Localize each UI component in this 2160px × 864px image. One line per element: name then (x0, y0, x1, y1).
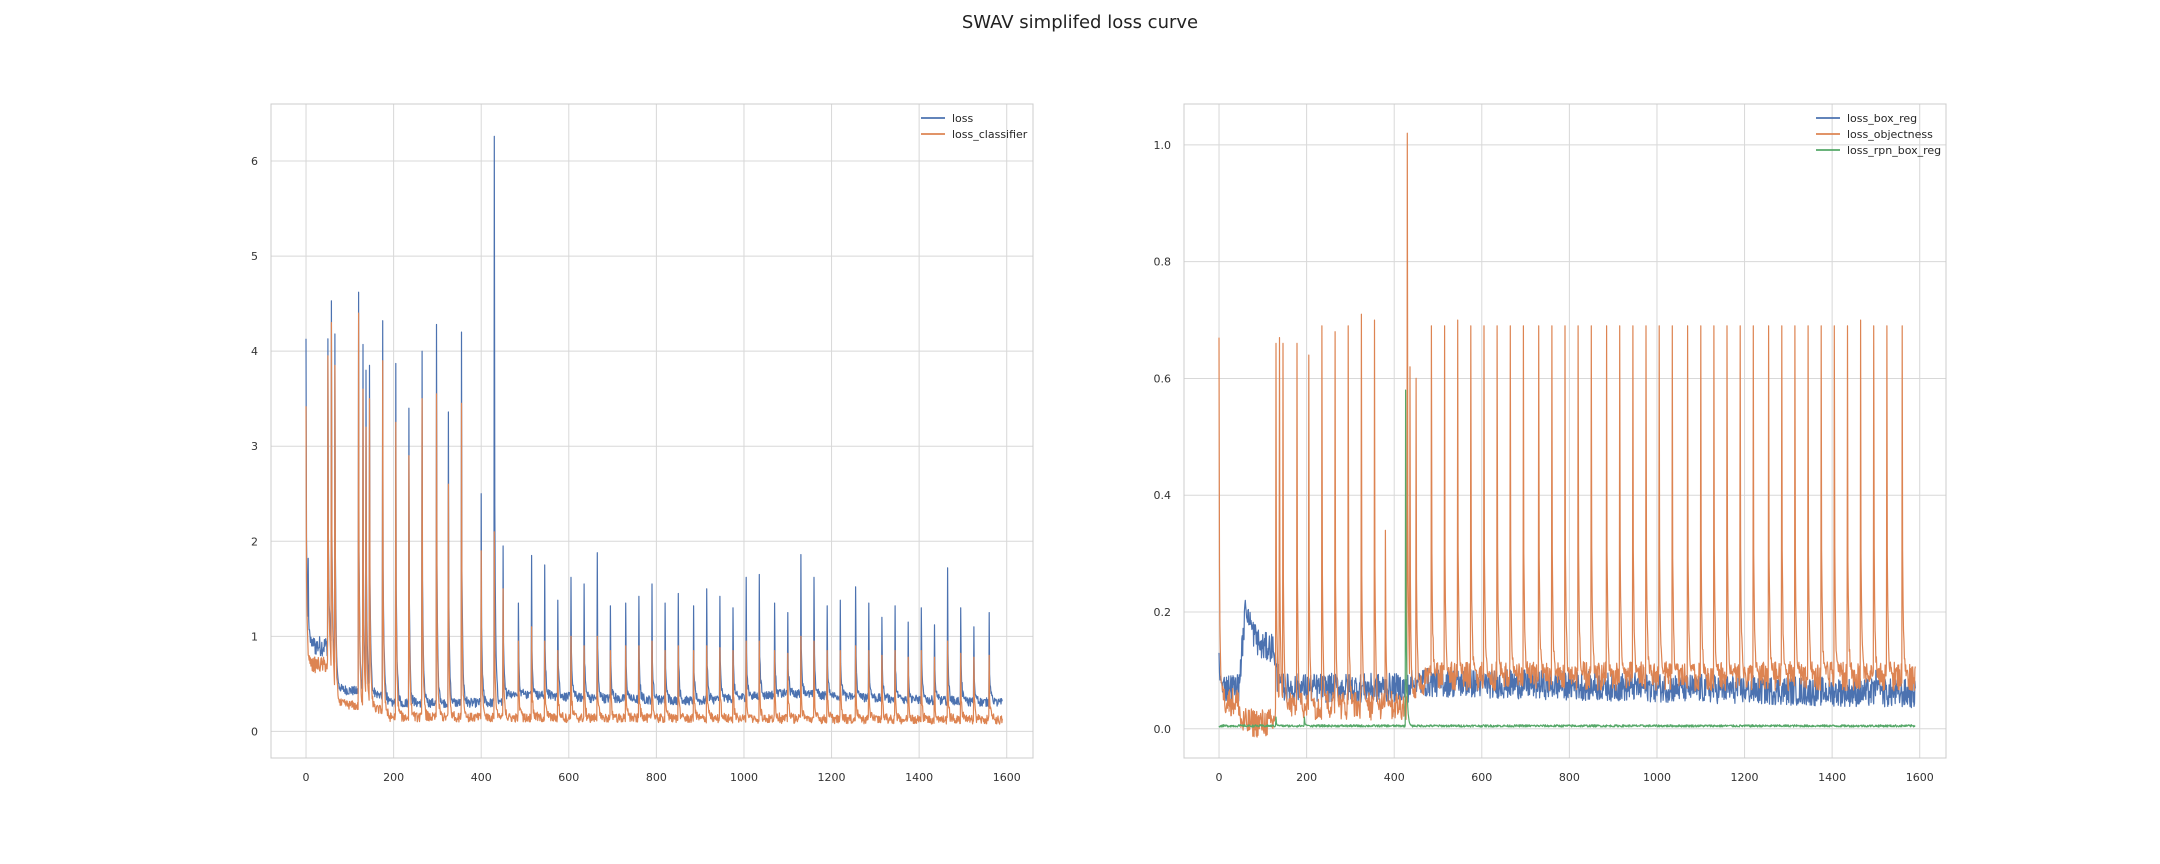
y-tick-label: 5 (251, 250, 258, 263)
y-tick-label: 0.4 (1154, 489, 1172, 502)
legend-label: loss_objectness (1847, 128, 1933, 141)
x-tick-label: 800 (1559, 771, 1580, 784)
figure-title: SWAV simplifed loss curve (961, 12, 1199, 33)
x-tick-label: 1200 (818, 771, 846, 784)
series-line-loss_classifier (305, 312, 1003, 725)
x-tick-label: 800 (646, 771, 667, 784)
y-tick-label: 1.0 (1154, 139, 1172, 152)
y-tick-label: 0.0 (1154, 723, 1172, 736)
y-tick-label: 4 (251, 345, 258, 358)
legend-label: loss (952, 112, 974, 125)
x-tick-label: 400 (471, 771, 492, 784)
legend: loss loss_classifier (921, 112, 1028, 141)
x-tick-label: 0 (1216, 771, 1223, 784)
x-tick-label: 200 (1296, 771, 1317, 784)
series-line-loss_objectness (1218, 132, 1916, 738)
legend: loss_box_reg loss_objectness loss_rpn_box_… (1816, 112, 1941, 157)
x-tick-label: 600 (1471, 771, 1492, 784)
y-tick-label: 0.2 (1154, 606, 1172, 619)
x-tick-label: 1200 (1731, 771, 1759, 784)
plot-frame (1183, 103, 1947, 759)
y-tick-label: 0.8 (1154, 256, 1172, 269)
series-line-loss_rpn_box_reg (1218, 389, 1916, 728)
x-tick-label: 1600 (993, 771, 1021, 784)
x-tick-label: 1600 (1906, 771, 1934, 784)
y-tick-label: 0.6 (1154, 372, 1172, 385)
y-tick-label: 0 (251, 725, 258, 738)
y-tick-label: 1 (251, 630, 258, 643)
plot-frame (270, 103, 1034, 759)
x-tick-label: 1000 (730, 771, 758, 784)
x-tick-label: 1400 (905, 771, 933, 784)
y-tick-label: 2 (251, 535, 258, 548)
chart-2: 0 200 400 600 800 1000 1200 1400 1600 0.0 0.2 0.4 0.… (1154, 103, 1947, 784)
x-tick-label: 0 (303, 771, 310, 784)
x-tick-label: 600 (558, 771, 579, 784)
series-line-loss (305, 135, 1003, 709)
legend-label: loss_classifier (952, 128, 1028, 141)
y-tick-label: 3 (251, 440, 258, 453)
y-tick-label: 6 (251, 155, 258, 168)
x-tick-label: 1400 (1818, 771, 1846, 784)
chart-1: 0 200 400 600 800 1000 1200 1400 1600 0 1 2 3 4 5 6 loss… (251, 103, 1034, 784)
legend-label: loss_rpn_box_reg (1847, 144, 1941, 157)
x-tick-label: 200 (383, 771, 404, 784)
x-tick-label: 400 (1384, 771, 1405, 784)
x-tick-label: 1000 (1643, 771, 1671, 784)
legend-label: loss_box_reg (1847, 112, 1917, 125)
